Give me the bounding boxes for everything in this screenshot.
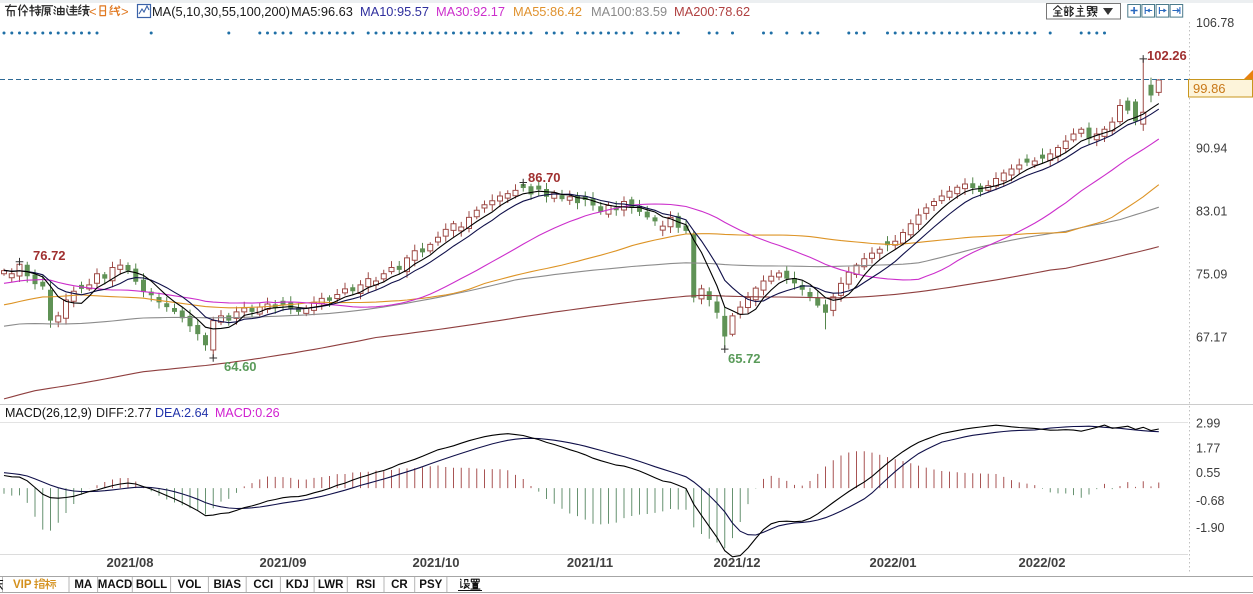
svg-text:PSY: PSY	[419, 579, 442, 591]
svg-text:BIAS: BIAS	[214, 579, 242, 591]
svg-text:DIFF:2.77: DIFF:2.77	[96, 406, 152, 420]
svg-text:2021/11: 2021/11	[567, 555, 613, 570]
svg-text:102.26: 102.26	[1147, 48, 1187, 63]
svg-text:LWR: LWR	[318, 579, 344, 591]
svg-text:65.72: 65.72	[728, 351, 761, 366]
svg-text:2021/10: 2021/10	[413, 555, 460, 570]
svg-text:KDJ: KDJ	[286, 579, 309, 591]
svg-text:VIP: VIP	[13, 579, 32, 591]
svg-text:2022/02: 2022/02	[1019, 555, 1066, 570]
svg-text:90.94: 90.94	[1196, 142, 1227, 156]
svg-text:-0.68: -0.68	[1196, 494, 1225, 508]
svg-text:MACD(26,12,9): MACD(26,12,9)	[5, 406, 92, 420]
svg-text:2.99: 2.99	[1196, 417, 1220, 431]
svg-text:MA100:83.59: MA100:83.59	[591, 4, 667, 19]
svg-text:99.86: 99.86	[1193, 81, 1226, 96]
svg-text:DEA:2.64: DEA:2.64	[155, 406, 209, 420]
svg-text:1.77: 1.77	[1196, 441, 1220, 455]
svg-text:MA30:92.17: MA30:92.17	[436, 4, 505, 19]
svg-text:MACD:0.26: MACD:0.26	[215, 406, 280, 420]
svg-text:76.72: 76.72	[33, 248, 66, 263]
svg-text:67.17: 67.17	[1196, 330, 1227, 344]
svg-text:83.01: 83.01	[1196, 204, 1227, 218]
svg-text:2022/01: 2022/01	[870, 555, 917, 570]
svg-text:MA200:78.62: MA200:78.62	[674, 4, 750, 19]
svg-text:75.09: 75.09	[1196, 267, 1227, 281]
svg-text:CCI: CCI	[253, 579, 273, 591]
svg-text:RSI: RSI	[356, 579, 375, 591]
svg-text:2021/12: 2021/12	[714, 555, 761, 570]
svg-text:VOL: VOL	[178, 579, 202, 591]
svg-text:2021/09: 2021/09	[260, 555, 307, 570]
svg-text:106.78: 106.78	[1196, 16, 1234, 30]
svg-text:MA(5,10,30,55,100,200): MA(5,10,30,55,100,200)	[152, 4, 290, 19]
svg-text:CR: CR	[391, 579, 408, 591]
svg-text:MA5:96.63: MA5:96.63	[291, 4, 353, 19]
svg-text:2021/08: 2021/08	[107, 555, 154, 570]
svg-text:MACD: MACD	[98, 579, 133, 591]
svg-text:MA55:86.42: MA55:86.42	[513, 4, 582, 19]
svg-text:0.55: 0.55	[1196, 466, 1220, 480]
svg-text:MA: MA	[74, 579, 92, 591]
svg-text:86.70: 86.70	[528, 170, 561, 185]
svg-text:BOLL: BOLL	[136, 579, 167, 591]
svg-text:64.60: 64.60	[224, 359, 257, 374]
svg-text:>: >	[121, 4, 129, 19]
svg-text:-1.90: -1.90	[1196, 521, 1225, 535]
svg-text:MA10:95.57: MA10:95.57	[360, 4, 429, 19]
svg-text:<: <	[89, 4, 97, 19]
